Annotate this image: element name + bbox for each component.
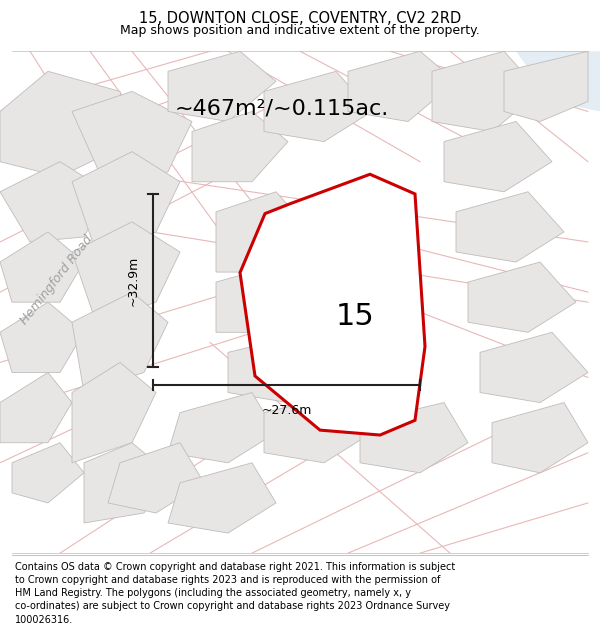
Polygon shape: [84, 442, 168, 523]
Polygon shape: [264, 392, 372, 462]
Polygon shape: [72, 222, 180, 322]
Text: Contains OS data © Crown copyright and database right 2021. This information is : Contains OS data © Crown copyright and d…: [15, 562, 455, 624]
Text: Hemingford Road: Hemingford Road: [18, 232, 96, 327]
Polygon shape: [228, 332, 336, 402]
Text: Map shows position and indicative extent of the property.: Map shows position and indicative extent…: [120, 24, 480, 37]
Polygon shape: [444, 121, 552, 192]
Polygon shape: [192, 111, 288, 182]
Polygon shape: [348, 51, 456, 121]
Polygon shape: [0, 71, 132, 177]
Polygon shape: [168, 51, 276, 121]
Text: ~32.9m: ~32.9m: [127, 256, 140, 306]
Polygon shape: [492, 402, 588, 473]
Text: ~27.6m: ~27.6m: [262, 404, 311, 417]
Polygon shape: [0, 372, 72, 442]
Polygon shape: [216, 192, 312, 272]
Polygon shape: [168, 392, 276, 462]
Polygon shape: [504, 51, 588, 121]
Polygon shape: [108, 442, 204, 513]
Text: 15: 15: [336, 302, 375, 331]
Polygon shape: [12, 442, 84, 503]
Polygon shape: [264, 71, 372, 142]
Polygon shape: [0, 302, 84, 372]
Polygon shape: [0, 232, 84, 302]
Text: 15, DOWNTON CLOSE, COVENTRY, CV2 2RD: 15, DOWNTON CLOSE, COVENTRY, CV2 2RD: [139, 11, 461, 26]
Polygon shape: [432, 51, 540, 131]
Polygon shape: [72, 152, 180, 252]
Polygon shape: [516, 51, 600, 111]
Polygon shape: [480, 332, 588, 402]
Polygon shape: [240, 174, 425, 435]
Polygon shape: [216, 262, 324, 332]
Polygon shape: [72, 292, 168, 392]
Polygon shape: [360, 402, 468, 473]
Text: ~467m²/~0.115ac.: ~467m²/~0.115ac.: [175, 99, 389, 119]
Polygon shape: [468, 262, 576, 332]
Polygon shape: [72, 362, 156, 462]
Polygon shape: [168, 462, 276, 533]
Polygon shape: [0, 162, 108, 242]
Polygon shape: [456, 192, 564, 262]
Polygon shape: [72, 91, 192, 192]
